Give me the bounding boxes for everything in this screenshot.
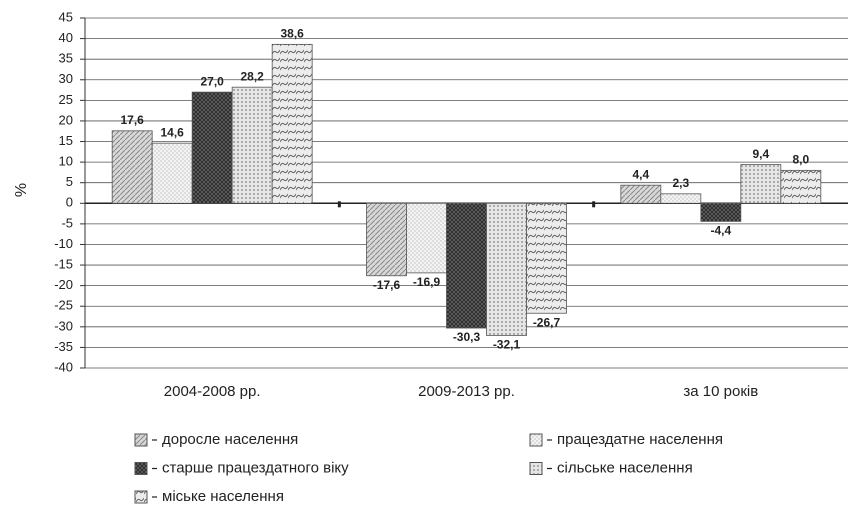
y-tick-label: -10 [54, 236, 73, 251]
value-label: -30,3 [453, 330, 481, 344]
bar [740, 164, 782, 204]
value-label: 27,0 [200, 74, 224, 88]
y-tick-label: 15 [59, 133, 73, 148]
y-tick-label: 35 [59, 51, 73, 66]
y-tick-label: 0 [66, 195, 73, 210]
bar [191, 91, 233, 204]
value-label: 38,6 [280, 27, 304, 41]
y-tick-label: -25 [54, 298, 73, 313]
y-tick-label: 30 [59, 71, 73, 86]
value-label: 2,3 [672, 176, 689, 190]
value-label: 4,4 [632, 167, 649, 181]
value-label: -17,6 [373, 278, 401, 292]
x-tick-label: 2004-2008 рр. [164, 383, 261, 400]
bar [406, 202, 447, 274]
y-axis-label: % [13, 183, 30, 197]
legend-swatch [134, 462, 148, 475]
y-tick-label: 5 [66, 174, 73, 189]
bar [780, 169, 822, 204]
y-tick-label: 25 [59, 92, 73, 107]
value-label: -26,7 [533, 315, 561, 329]
bar [231, 86, 273, 204]
bar [660, 193, 702, 204]
y-tick-label: -35 [54, 339, 73, 354]
bar [526, 202, 567, 314]
bar [111, 130, 153, 204]
y-tick-label: 10 [59, 154, 73, 169]
bar [700, 202, 742, 222]
bar [620, 184, 662, 204]
value-label: -32,1 [493, 338, 521, 352]
value-label: 8,0 [792, 153, 809, 167]
legend-label: старше працездатного віку [162, 459, 349, 476]
y-tick-label: -5 [61, 215, 73, 230]
value-label: 9,4 [752, 147, 769, 161]
bar [151, 142, 193, 204]
value-label: 28,2 [240, 69, 264, 83]
value-label: 17,6 [120, 113, 144, 127]
value-label: -16,9 [413, 275, 441, 289]
legend-swatch [529, 462, 543, 475]
legend-swatch [529, 433, 543, 447]
x-tick-label: 2009-2013 рр. [418, 383, 515, 400]
legend-label: працездатне населення [557, 431, 723, 448]
legend-label: міське населення [162, 488, 284, 505]
legend-label: сільське населення [557, 459, 693, 476]
legend-label: доросле населення [162, 431, 298, 448]
legend-swatch [134, 433, 148, 447]
y-tick-label: 45 [59, 9, 73, 24]
y-tick-label: -20 [54, 277, 73, 292]
value-label: -4,4 [710, 224, 731, 238]
value-label: 14,6 [160, 125, 184, 139]
bar [366, 202, 407, 277]
legend-swatch [134, 490, 148, 504]
x-tick-label: за 10 років [683, 383, 758, 400]
bar [446, 202, 487, 329]
y-tick-label: -15 [54, 256, 73, 271]
y-tick-label: -40 [54, 359, 73, 374]
bar [271, 43, 313, 204]
bar [486, 202, 527, 336]
y-tick-label: 40 [59, 30, 73, 45]
y-tick-label: -30 [54, 318, 73, 333]
y-tick-label: 20 [59, 112, 73, 127]
